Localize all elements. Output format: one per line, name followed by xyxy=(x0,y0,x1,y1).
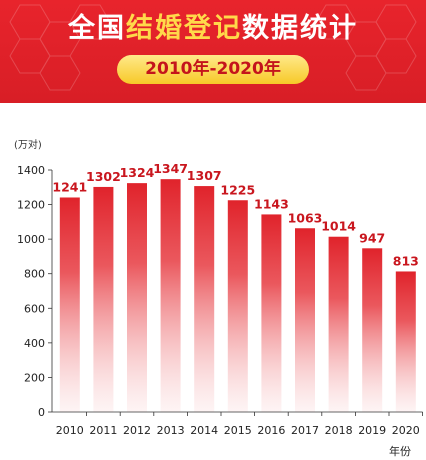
x-tick-label-2020: 2020 xyxy=(392,424,420,437)
year-range-badge: 2010年-2020年 xyxy=(117,55,309,84)
bar-2018 xyxy=(328,236,349,412)
x-axis: 2010 2011 2012 2013 2014 2015 2016 2017 2018 2019… xyxy=(52,411,424,437)
title-part-highlight: 结婚登记 xyxy=(126,13,242,44)
bar-value-label-2016: 1143 xyxy=(254,196,289,211)
bar-2011 xyxy=(93,186,114,412)
x-axis-unit-label: 年份 xyxy=(389,444,411,458)
bar-value-label-2011: 1302 xyxy=(86,169,121,184)
y-tick-label: 1200 xyxy=(17,199,45,212)
x-tick-label-2015: 2015 xyxy=(224,424,252,437)
bar-2015 xyxy=(227,200,248,412)
title-part-1: 全国 xyxy=(68,13,126,44)
hexagon-pattern-right xyxy=(316,4,417,91)
bar-value-label-2012: 1324 xyxy=(120,165,155,180)
bar-value-label-2020: 813 xyxy=(393,253,419,268)
y-tick-label: 1400 xyxy=(17,164,45,177)
bar-value-label-2015: 1225 xyxy=(220,182,255,197)
bar-value-label-2019: 947 xyxy=(359,230,385,245)
bar-2017 xyxy=(295,228,315,412)
x-tick-label-2018: 2018 xyxy=(325,424,353,437)
bar-value-label-2017: 1063 xyxy=(288,210,323,225)
bar-value-label-2013: 1347 xyxy=(153,161,188,176)
y-tick-label: 600 xyxy=(24,302,45,315)
x-tick-label-2011: 2011 xyxy=(89,424,117,437)
y-tick-label: 0 xyxy=(38,406,45,419)
x-tick-label-2013: 2013 xyxy=(157,424,185,437)
y-axis-unit-label: (万对) xyxy=(14,138,42,151)
y-tick-label: 800 xyxy=(24,268,45,281)
x-tick-label-2010: 2010 xyxy=(56,424,84,437)
title-part-2: 数据统计 xyxy=(242,13,358,44)
x-tick-label-2016: 2016 xyxy=(257,424,285,437)
bar-2013 xyxy=(160,179,181,412)
x-tick-label-2012: 2012 xyxy=(123,424,151,437)
bar-value-label-2018: 1014 xyxy=(321,219,356,234)
bar-value-label-2010: 1241 xyxy=(52,179,87,194)
bar-2012 xyxy=(127,183,147,412)
bar-2014 xyxy=(194,186,215,412)
header-banner: 全国结婚登记数据统计 2010年-2020年 xyxy=(0,0,426,103)
bar-2020 xyxy=(395,271,416,412)
bar-2019 xyxy=(362,248,383,412)
x-tick-label-2014: 2014 xyxy=(190,424,218,437)
x-tick-label-2017: 2017 xyxy=(291,424,319,437)
bar-value-label-2014: 1307 xyxy=(187,168,222,183)
y-tick-label: 200 xyxy=(24,371,45,384)
page-title: 全国结婚登记数据统计 xyxy=(0,6,426,45)
x-tick-label-2019: 2019 xyxy=(358,424,386,437)
hexagon-pattern-left xyxy=(9,4,110,91)
y-tick-label: 1000 xyxy=(17,233,45,246)
y-axis: 0 200 400 600 800 1000 1200 1400 xyxy=(17,164,53,419)
bar-2010 xyxy=(59,197,80,412)
bar-2016 xyxy=(261,214,282,412)
y-tick-label: 400 xyxy=(24,337,45,350)
